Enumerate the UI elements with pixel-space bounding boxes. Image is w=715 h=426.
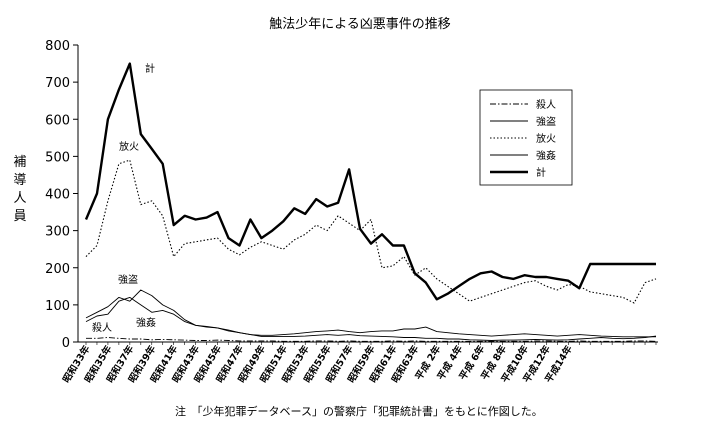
y-tick-label: 100 (45, 299, 70, 314)
y-tick-label: 800 (45, 39, 70, 54)
y-axis-label-char: 補 (13, 155, 26, 170)
y-axis-label-char: 導 (13, 173, 26, 188)
footnote: 注 「少年犯罪データベース」の警察庁「犯罪統計書」をもとに作図した。 (175, 404, 543, 418)
annotation-label: 計 (145, 62, 155, 75)
series-line-0 (86, 337, 657, 342)
y-tick-label: 300 (45, 225, 70, 240)
series-lines (84, 62, 657, 342)
series-line-4 (84, 62, 656, 301)
annotation-label: 強姦 (136, 316, 156, 329)
x-tick-labels: 昭和33年昭和35年昭和37年昭和39年昭和41年昭和43年昭和45年昭和47年… (60, 343, 575, 385)
series-line-1 (85, 289, 657, 341)
annotation-label: 強盗 (118, 273, 138, 286)
annotation-label: 放火 (119, 140, 139, 153)
series-line-3 (85, 296, 656, 338)
series-line-2 (85, 159, 657, 304)
y-axis-label-char: 員 (13, 209, 26, 224)
y-tick-label: 0 (62, 336, 70, 351)
y-tick-labels: 0 100 200 300 400 500 600 700 800 (45, 39, 70, 351)
chart-title: 触法少年による凶悪事件の推移 (269, 17, 451, 32)
legend-label: 殺人 (536, 98, 556, 111)
legend-label: 放火 (536, 132, 556, 145)
legend-label: 強姦 (536, 149, 556, 162)
y-tick-label: 200 (45, 262, 70, 277)
y-tick-label: 500 (45, 150, 70, 165)
y-tick-label: 600 (45, 113, 70, 128)
legend-label: 計 (536, 166, 546, 179)
y-tick-label: 400 (45, 188, 70, 203)
annotation-label: 殺人 (92, 321, 112, 334)
axes (73, 44, 658, 345)
y-tick-label: 700 (45, 76, 70, 91)
y-axis-label-char: 人 (13, 191, 26, 206)
legend-label: 強盗 (536, 115, 556, 128)
